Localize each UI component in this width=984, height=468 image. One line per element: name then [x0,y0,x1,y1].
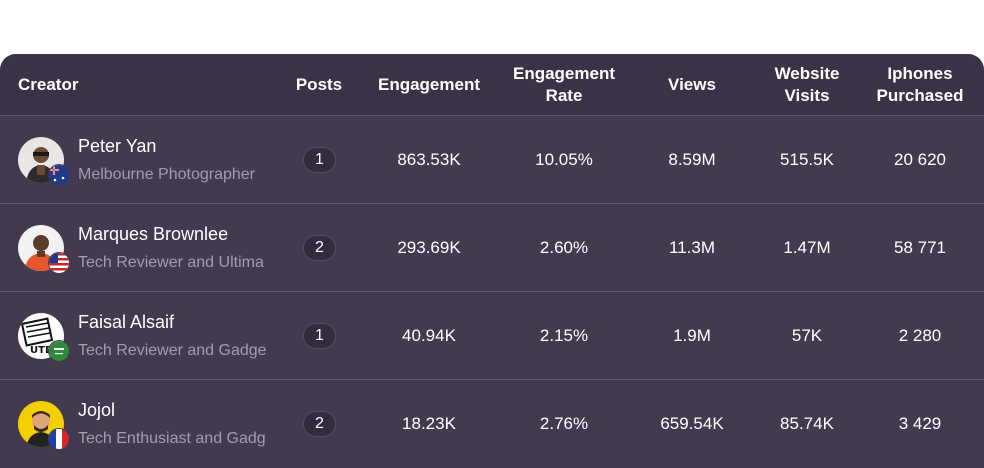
header-creator[interactable]: Creator [18,74,79,94]
table-row[interactable]: Marques Brownlee Tech Reviewer and Ultim… [0,203,984,291]
france-flag-icon [48,428,70,450]
creator-name[interactable]: Marques Brownlee [78,224,229,244]
table-row[interactable]: Peter Yan Melbourne Photographer 1 863.5… [0,115,984,203]
header-iphones-purchased[interactable]: Iphones Purchased [876,63,964,105]
engagement-value: 40.94K [402,326,456,345]
views-value: 11.3M [669,238,715,257]
header-website-visits[interactable]: Website Visits [774,63,840,105]
iphones-purchased-value: 20 620 [894,150,946,169]
views-value: 659.54K [660,414,724,433]
website-visits-value: 85.74K [780,414,834,433]
creator-subtitle: Tech Enthusiast and Gadg [78,430,266,447]
engagement-rate-value: 10.05% [535,150,593,169]
creator-name[interactable]: Faisal Alsaif [78,312,175,332]
iphones-purchased-value: 2 280 [898,326,942,345]
website-visits-value: 515.5K [780,150,834,169]
svg-text:UTD: UTD [30,345,53,356]
avatar [18,225,70,274]
table-header: Creator Posts Engagement Engagement Rate … [0,54,984,115]
posts-count-badge: 1 [303,147,336,173]
header-engagement[interactable]: Engagement [377,74,481,94]
header-views[interactable]: Views [668,74,716,94]
creator-subtitle: Melbourne Photographer [78,166,256,183]
posts-count-badge: 1 [303,323,336,349]
creator-name[interactable]: Peter Yan [78,136,157,156]
engagement-rate-value: 2.76% [539,414,589,433]
posts-count-badge: 2 [303,411,336,437]
usa-flag-icon [48,252,70,274]
avatar [18,137,70,186]
website-visits-value: 57K [791,326,823,345]
views-value: 1.9M [673,326,711,345]
engagement-rate-value: 2.60% [539,238,589,257]
iphones-purchased-value: 58 771 [894,238,946,257]
engagement-value: 18.23K [402,414,456,433]
creator-name[interactable]: Jojol [78,400,116,420]
views-value: 8.59M [668,150,716,169]
header-engagement-rate[interactable]: Engagement Rate [512,63,616,105]
posts-count-badge: 2 [303,235,336,261]
engagement-rate-value: 2.15% [539,326,589,345]
engagement-value: 293.69K [397,238,461,257]
avatar [18,401,70,450]
creators-table: Creator Posts Engagement Engagement Rate … [0,54,984,468]
avatar: UTD [18,313,70,362]
table-row[interactable]: UTD Faisal Alsaif Tech Reviewer and Gadg… [0,291,984,379]
engagement-value: 863.53K [397,150,461,169]
header-posts[interactable]: Posts [295,74,343,94]
table-row[interactable]: Jojol Tech Enthusiast and Gadg 2 18.23K … [0,379,984,467]
website-visits-value: 1.47M [783,238,831,257]
creator-subtitle: Tech Reviewer and Gadge [78,342,267,359]
creator-subtitle: Tech Reviewer and Ultima [78,254,264,271]
australia-flag-icon [48,164,70,186]
iphones-purchased-value: 3 429 [898,414,942,433]
saudi-flag-icon [48,340,70,362]
